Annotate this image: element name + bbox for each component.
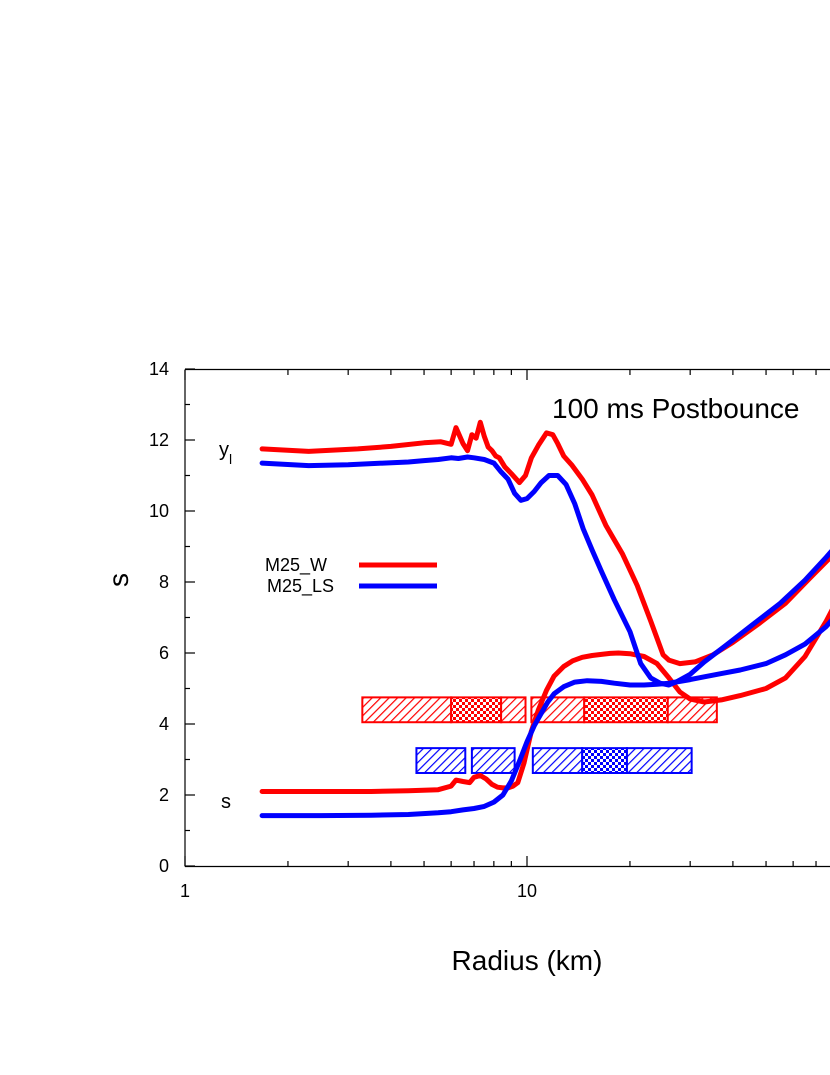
coverage-bar-m25-w-5 [583,696,669,724]
coverage-bar-m25-ls-4 [581,747,628,774]
y-axis-title: s [103,573,134,587]
x-tick-label-1: 1 [180,881,190,901]
series-line-m25-ls-s [259,618,830,819]
y-tick-label-2: 2 [159,785,169,805]
axis-ticks [184,368,817,867]
y-tick-label-14: 14 [149,359,169,379]
series-line-m25-w-ye [259,419,830,667]
series-line-m25-w-s [259,608,830,794]
legend-label-m25-ls: M25_LS [267,576,334,597]
y-tick-label-12: 12 [149,430,169,450]
x-axis-title: Radius (km) [452,945,603,976]
data-curves [259,419,830,819]
y-tick-label-0: 0 [159,856,169,876]
coverage-bar-m25-ls-2 [470,747,516,774]
coverage-bar-m25-w-2 [450,696,503,724]
x-tick-label-10: 10 [517,881,537,901]
coverage-bar-m25-ls-3 [531,747,584,774]
y-tick-label-8: 8 [159,572,169,592]
ye-curve-label: yl [219,439,232,467]
coverage-bar-m25-ls-1 [415,747,467,774]
y-tick-label-4: 4 [159,714,169,734]
coverage-bar-m25-w-1 [361,696,453,724]
chart-annotation: 100 ms Postbounce [552,393,800,424]
axis-tick-labels: 0 2 4 6 8 10 12 14 1 10 [149,359,537,901]
ye-curve-label-main: y [219,439,229,461]
coverage-bar-m25-w-3 [500,696,527,724]
y-tick-label-10: 10 [149,501,169,521]
legend-label-m25-w: M25_W [265,555,327,576]
series-line-m25-ls-ye [259,454,830,688]
ye-curve-label-sub: l [229,451,232,467]
y-tick-label-6: 6 [159,643,169,663]
legend: M25_W M25_LS [265,555,437,597]
coverage-bar-m25-ls-5 [625,747,693,774]
s-curve-label: s [221,791,231,813]
